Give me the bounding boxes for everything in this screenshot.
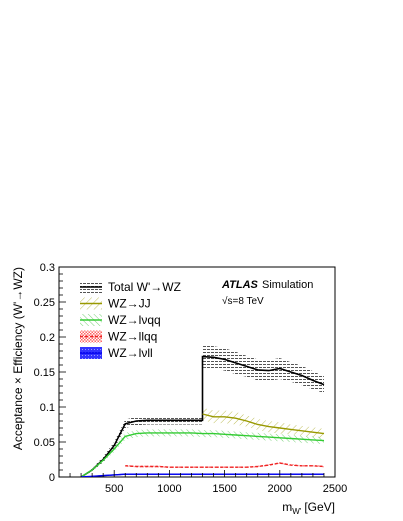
y-axis-ticks: 0 0.05 0.1 0.15 0.2 0.25 0.3 [34,262,66,484]
x-tick-label: 2000 [268,483,292,495]
y-tick-label: 0.25 [34,297,55,309]
x-tick-label: 2500 [323,483,347,495]
x-axis-title-main: m [282,500,292,514]
energy-label: √s=8 TeV [222,295,264,307]
x-tick-label: 500 [105,483,123,495]
x-tick-label: 1500 [212,483,236,495]
line-series-2 [80,432,325,477]
line-series-1 [202,413,325,435]
band-series-3 [125,462,324,468]
band-series-0 [81,345,324,477]
x-axis-title-sub: W' [292,507,302,516]
atlas-sublabel: Simulation [262,279,313,291]
y-tick-label: 0.1 [40,402,55,414]
x-axis-title-unit: [GeV] [304,500,335,514]
y-tick-label: 0.3 [40,262,55,274]
y-tick-label: 0 [49,472,55,484]
legend-label-0: Total W'→WZ [108,280,181,294]
x-axis-ticks: 500 1000 1500 2000 2500 [69,470,347,495]
y-tick-label: 0.2 [40,332,55,344]
x-axis-title: mW' [GeV] [282,500,335,516]
x-tick-label: 1000 [157,483,181,495]
line-series-3 [125,462,325,468]
y-axis-title: Acceptance × Efficiency (W'→WZ) [11,267,25,450]
atlas-label: ATLAS [221,279,259,291]
legend-label-2: WZ→lνqq [108,313,161,327]
legend-label-1: WZ→JJ [108,297,151,311]
legend-label-3: WZ→llqq [108,330,157,344]
y-tick-label: 0.15 [34,367,55,379]
legend-label-4: WZ→lνll [108,346,153,360]
legend: Total W'→WZ WZ→JJ WZ→lνqq WZ→llqq WZ→lνll [80,280,181,360]
y-tick-label: 0.05 [34,437,55,449]
line-series-0 [80,355,325,477]
band-series-1 [202,407,324,439]
